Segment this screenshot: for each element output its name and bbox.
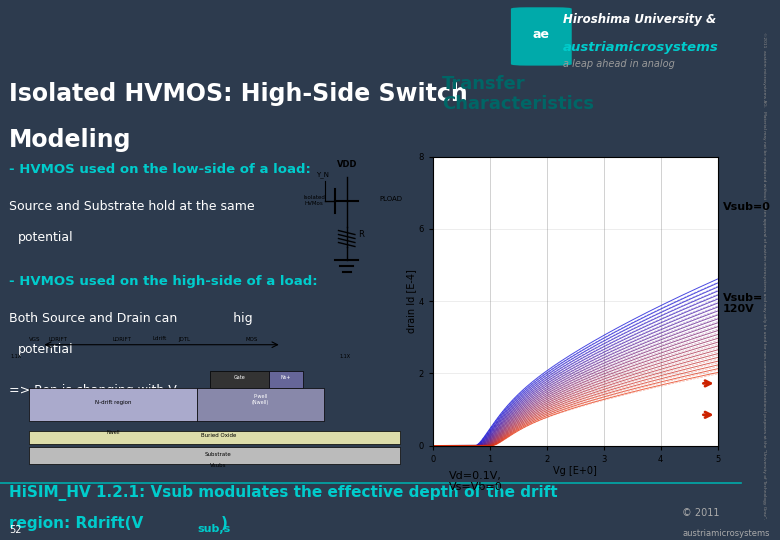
Text: => Ron is changing with V: => Ron is changing with V (9, 384, 176, 397)
Bar (269, 371, 303, 388)
Text: © 2011: © 2011 (682, 508, 720, 518)
Text: P-well
(Nwell): P-well (Nwell) (252, 394, 269, 405)
Text: Both Source and Drain can              hig: Both Source and Drain can hig (9, 313, 253, 326)
Text: JDTL: JDTL (179, 338, 191, 342)
Text: Substrate: Substrate (205, 451, 232, 456)
Text: potential: potential (17, 343, 73, 356)
Text: region: Rdrift(V: region: Rdrift(V (9, 516, 144, 531)
Text: austriamicrosystems: austriamicrosystems (682, 529, 770, 538)
Text: sub,s: sub,s (197, 524, 231, 535)
Text: a leap ahead in analog: a leap ahead in analog (563, 58, 675, 69)
Bar (29, 447, 399, 464)
Text: Hiroshima University &: Hiroshima University & (563, 13, 716, 26)
Text: - HVMOS used on the low-side of a load:: - HVMOS used on the low-side of a load: (9, 163, 310, 176)
Text: Modeling: Modeling (9, 127, 132, 152)
X-axis label: Vg [E+0]: Vg [E+0] (553, 467, 597, 476)
Text: Isolated
HVMos: Isolated HVMos (303, 195, 325, 206)
Text: VGS: VGS (29, 338, 41, 342)
Text: 52: 52 (9, 525, 22, 535)
Text: 1.1X: 1.1X (339, 354, 350, 359)
Bar (210, 371, 269, 388)
Text: Buried Oxide: Buried Oxide (200, 433, 236, 438)
Text: HiSIM_HV 1.2.1: Vsub modulates the effective depth of the drift: HiSIM_HV 1.2.1: Vsub modulates the effec… (9, 485, 558, 501)
Y-axis label: drain Id [E-4]: drain Id [E-4] (406, 269, 416, 333)
Text: Si: Si (172, 392, 182, 401)
Text: Vsub=0: Vsub=0 (723, 202, 771, 212)
Text: potential: potential (17, 231, 73, 244)
Text: Vsubs: Vsubs (210, 463, 227, 468)
Text: 1.1X: 1.1X (11, 354, 22, 359)
Text: - HVMOS used on the high-side of a load:: - HVMOS used on the high-side of a load: (9, 275, 317, 288)
Text: ©2011  austrim microsystems AG.   Material may not be reproduced without written: ©2011 austrim microsystems AG. Material … (762, 32, 767, 519)
Text: ae: ae (533, 29, 550, 42)
Text: Transfer
Characteristics: Transfer Characteristics (442, 75, 594, 113)
Bar (197, 388, 324, 421)
FancyBboxPatch shape (511, 7, 572, 65)
Text: Isolated HVMOS: High-Side Switch: Isolated HVMOS: High-Side Switch (9, 82, 468, 106)
Text: PLOAD: PLOAD (379, 195, 402, 201)
Text: Y_N: Y_N (316, 172, 328, 178)
Text: N-drift region: N-drift region (95, 400, 131, 405)
Text: LDRIFT: LDRIFT (49, 338, 68, 342)
Text: MOS: MOS (246, 338, 258, 342)
Text: Vd=0.1V,
Vs=Vb=0: Vd=0.1V, Vs=Vb=0 (448, 471, 502, 492)
Text: Ldrift: Ldrift (152, 336, 167, 341)
Text: Vsub=
120V: Vsub= 120V (723, 293, 764, 314)
Text: Ns+: Ns+ (281, 375, 291, 381)
Text: LDRIFT: LDRIFT (112, 338, 131, 342)
Text: austriamicrosystems: austriamicrosystems (563, 41, 719, 54)
Text: Nwell: Nwell (106, 430, 120, 435)
Text: R: R (358, 230, 364, 239)
Bar (29, 388, 197, 421)
Text: VDD: VDD (336, 160, 357, 168)
Bar (29, 431, 399, 444)
Text: Source and Substrate hold at the same: Source and Substrate hold at the same (9, 200, 254, 213)
Text: ): ) (221, 516, 228, 531)
Text: Gate: Gate (233, 375, 246, 381)
